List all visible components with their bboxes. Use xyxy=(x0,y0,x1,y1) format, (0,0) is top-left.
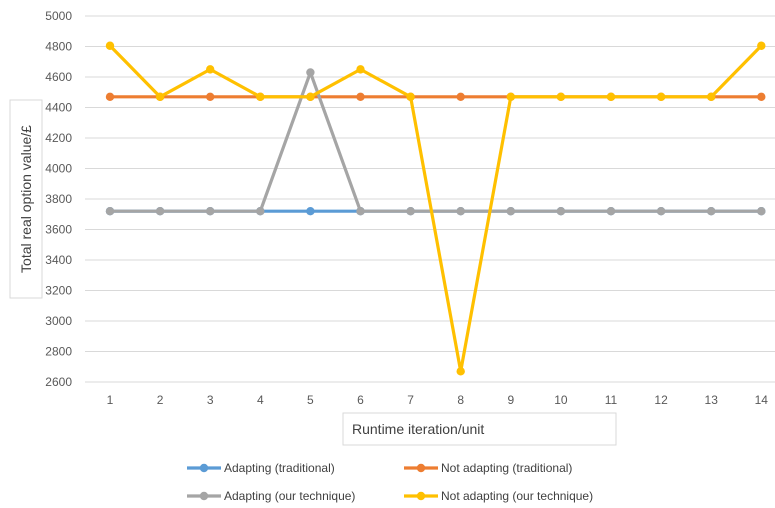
legend-label: Adapting (traditional) xyxy=(224,461,335,475)
x-axis-title: Runtime iteration/unit xyxy=(352,421,484,437)
x-tick-label: 1 xyxy=(107,393,114,407)
x-tick-label: 3 xyxy=(207,393,214,407)
data-point xyxy=(306,68,315,77)
legend-label: Adapting (our technique) xyxy=(224,489,355,503)
data-point xyxy=(356,207,365,216)
legend-swatch-marker xyxy=(416,463,426,473)
x-tick-label: 4 xyxy=(257,393,264,407)
x-tick-label: 12 xyxy=(654,393,668,407)
data-point xyxy=(556,207,566,216)
y-tick-label: 4800 xyxy=(45,40,72,54)
y-tick-label: 2800 xyxy=(45,345,72,359)
data-point xyxy=(306,92,315,102)
legend-item: Adapting (our technique) xyxy=(187,489,355,503)
y-tick-label: 4000 xyxy=(45,162,72,176)
x-tick-label: 7 xyxy=(407,393,414,407)
data-point xyxy=(606,92,616,102)
data-point xyxy=(707,207,716,216)
x-tick-label: 6 xyxy=(357,393,364,407)
data-point xyxy=(456,92,465,102)
data-point xyxy=(356,92,365,102)
y-tick-label: 5000 xyxy=(45,9,72,23)
data-point xyxy=(406,92,415,102)
data-point xyxy=(206,207,215,216)
data-point xyxy=(406,207,415,216)
legend-swatch-marker xyxy=(199,491,209,501)
series-lines xyxy=(105,41,766,376)
y-tick-label: 3600 xyxy=(45,223,72,237)
legend: Adapting (traditional) Not adapting (trad… xyxy=(187,461,593,503)
data-point xyxy=(456,367,465,376)
series-3 xyxy=(105,68,766,216)
x-axis-ticks: 1 2 3 4 5 6 7 8 9 10 11 12 13 14 xyxy=(107,393,769,407)
x-tick-label: 5 xyxy=(307,393,314,407)
data-point xyxy=(256,92,265,102)
data-point xyxy=(155,92,165,102)
legend-item: Not adapting (our technique) xyxy=(404,489,593,503)
x-tick-label: 9 xyxy=(507,393,514,407)
y-tick-label: 4400 xyxy=(45,101,72,115)
data-point xyxy=(356,65,365,74)
data-point xyxy=(556,92,566,102)
data-point xyxy=(656,92,666,102)
y-tick-label: 3400 xyxy=(45,253,72,267)
y-axis-title: Total real option value/£ xyxy=(18,125,34,273)
x-tick-label: 8 xyxy=(457,393,464,407)
data-point xyxy=(606,207,616,216)
data-point xyxy=(707,92,716,102)
data-point xyxy=(656,207,666,216)
y-tick-label: 3200 xyxy=(45,284,72,298)
data-point xyxy=(155,207,165,216)
x-tick-label: 13 xyxy=(705,393,719,407)
data-point xyxy=(105,207,115,216)
legend-label: Not adapting (traditional) xyxy=(441,461,572,475)
data-point xyxy=(206,92,215,102)
data-point xyxy=(757,41,766,50)
data-point xyxy=(506,207,515,216)
y-tick-label: 4600 xyxy=(45,70,72,84)
data-point xyxy=(206,65,215,74)
data-point xyxy=(306,207,315,216)
data-point xyxy=(456,207,465,216)
data-point xyxy=(256,207,265,216)
x-tick-label: 2 xyxy=(157,393,164,407)
series-line xyxy=(108,70,763,213)
series-line xyxy=(108,44,763,373)
x-tick-label: 10 xyxy=(554,393,568,407)
legend-swatch-marker xyxy=(199,463,209,473)
data-point xyxy=(105,92,115,102)
data-point xyxy=(506,92,515,102)
y-tick-label: 3000 xyxy=(45,314,72,328)
series-4 xyxy=(105,41,766,376)
y-axis-ticks: 2600 2800 3000 3200 3400 3600 3800 4000 4200 4400… xyxy=(45,9,72,389)
legend-swatch-marker xyxy=(416,491,426,501)
legend-item: Not adapting (traditional) xyxy=(404,461,572,475)
data-point xyxy=(757,92,766,102)
gridlines xyxy=(85,15,775,383)
x-tick-label: 14 xyxy=(755,393,769,407)
y-tick-label: 2600 xyxy=(45,375,72,389)
x-tick-label: 11 xyxy=(605,393,618,407)
y-tick-label: 4200 xyxy=(45,131,72,145)
y-axis-title-box xyxy=(9,99,43,299)
legend-item: Adapting (traditional) xyxy=(187,461,335,475)
data-point xyxy=(105,41,115,50)
legend-label: Not adapting (our technique) xyxy=(441,489,593,503)
x-axis-title-box xyxy=(342,412,617,446)
data-point xyxy=(757,207,766,216)
y-tick-label: 3800 xyxy=(45,192,72,206)
